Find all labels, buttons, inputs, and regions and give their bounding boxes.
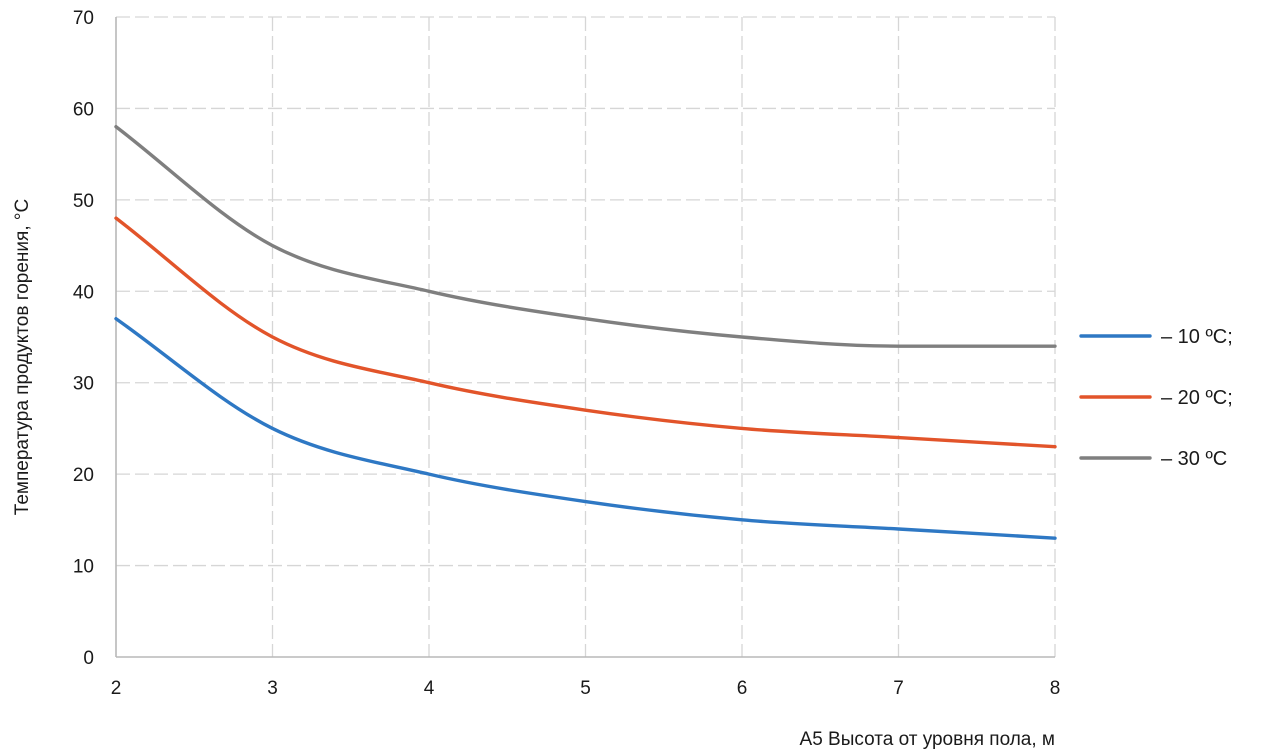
series-lines	[114, 125, 1057, 540]
series-line-2	[114, 216, 1057, 449]
y-tick-label: 20	[73, 465, 94, 486]
y-tick-label: 50	[73, 191, 94, 212]
y-tick-label: 60	[73, 99, 94, 120]
x-tick-label: 5	[580, 678, 591, 699]
x-tick-label: 4	[424, 678, 435, 699]
x-tick-label: 3	[267, 678, 278, 699]
tick-labels: 0 10 20 30 40 50 60 70 2 3 4 5 6 7 8	[73, 8, 1060, 699]
grid	[116, 16, 1056, 657]
y-tick-label: 70	[73, 8, 94, 29]
series-line-3	[114, 125, 1057, 348]
legend-label-3: – 30 ºС	[1161, 448, 1227, 470]
axes	[115, 17, 1055, 658]
y-tick-label: 40	[73, 282, 94, 303]
x-tick-label: 7	[893, 678, 904, 699]
y-axis-title: Температура продуктов горения, °С	[12, 199, 33, 515]
x-tick-label: 6	[737, 678, 748, 699]
legend: – 10 ºС; – 20 ºС; – 30 ºС	[1079, 326, 1233, 470]
x-tick-label: 2	[111, 678, 122, 699]
x-tick-label: 8	[1050, 678, 1061, 699]
legend-label-2: – 20 ºС;	[1161, 387, 1233, 409]
series-line-1	[114, 317, 1057, 540]
y-tick-label: 10	[73, 557, 94, 578]
y-tick-label: 0	[83, 648, 94, 669]
y-tick-label: 30	[73, 374, 94, 395]
legend-label-1: – 10 ºС;	[1161, 326, 1233, 348]
x-axis-title: А5 Высота от уровня пола, м	[800, 729, 1055, 750]
